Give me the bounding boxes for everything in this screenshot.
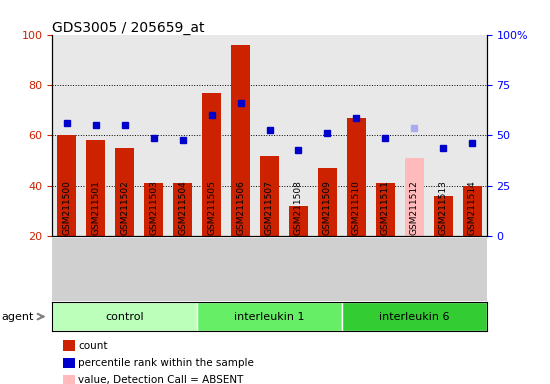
Bar	[52, 302, 197, 331]
Bar	[434, 196, 453, 236]
Bar	[405, 158, 424, 236]
Bar	[318, 168, 337, 236]
Text: value, Detection Call = ABSENT: value, Detection Call = ABSENT	[78, 375, 244, 384]
Text: interleukin 1: interleukin 1	[234, 311, 305, 322]
Bar	[342, 302, 487, 331]
Text: GDS3005 / 205659_at: GDS3005 / 205659_at	[52, 21, 205, 35]
Bar	[260, 156, 279, 236]
Bar	[376, 183, 395, 236]
Bar	[463, 186, 482, 236]
Bar	[347, 118, 366, 236]
Text: agent: agent	[1, 311, 34, 322]
Bar	[86, 141, 105, 236]
Bar	[57, 136, 76, 236]
Bar	[144, 183, 163, 236]
Bar	[202, 93, 221, 236]
Bar	[289, 206, 308, 236]
Text: interleukin 6: interleukin 6	[379, 311, 449, 322]
Text: percentile rank within the sample: percentile rank within the sample	[78, 358, 254, 368]
Text: count: count	[78, 341, 108, 351]
Bar	[173, 183, 192, 236]
Text: control: control	[106, 311, 144, 322]
Bar	[231, 45, 250, 236]
Bar	[116, 148, 134, 236]
Bar	[197, 302, 342, 331]
